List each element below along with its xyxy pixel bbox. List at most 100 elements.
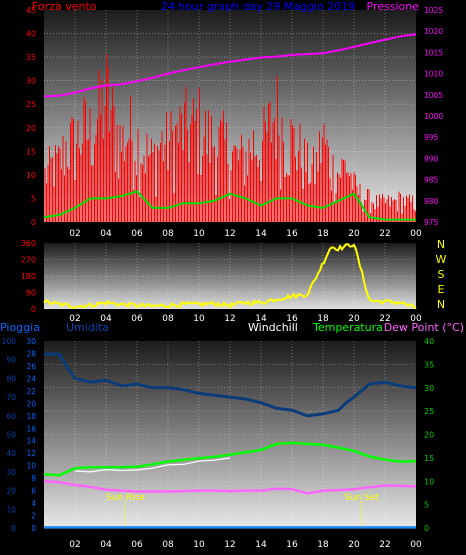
humidity-line — [44, 352, 417, 418]
temperature-y-tick: 20 — [424, 431, 434, 440]
panel-3-x-tick: 16 — [286, 540, 298, 550]
dew-point-line — [43, 480, 417, 495]
panel-2-series — [43, 243, 417, 310]
panel-3-series: Sun Rise Sun Set — [43, 352, 417, 529]
label-umidita: Umidita — [66, 321, 109, 334]
panel-1-x-tick: 18 — [317, 229, 329, 239]
panel-1-x-tick: 00 — [410, 229, 422, 239]
panel-2-y-tick: 270 — [21, 256, 36, 265]
panel-1-x-tick: 10 — [193, 229, 205, 239]
panel-3-x-tick: 02 — [69, 540, 80, 550]
panel-1-y-tick: 35 — [26, 53, 36, 62]
panel-1-x-tick: 12 — [224, 229, 235, 239]
panel-1-y2-tick: 1015 — [424, 48, 443, 57]
compass-label: N — [437, 298, 445, 311]
rain-y-tick: 14 — [26, 437, 36, 446]
panel-3-x-tick: 00 — [410, 540, 422, 550]
temperature-y-tick: 30 — [424, 384, 434, 393]
panel-2-y-tick: 90 — [26, 289, 36, 298]
panel-2-x-tick: 02 — [69, 314, 80, 324]
humidity-y-tick: 20 — [6, 487, 16, 496]
panel-1-right-label: Pressione — [367, 0, 420, 13]
panel-1-y-tick: 30 — [26, 77, 36, 86]
panel-1-y2-tick: 1020 — [424, 27, 443, 36]
compass-label: W — [436, 253, 447, 266]
panel-1-y2-tick: 1025 — [424, 6, 443, 15]
panel-3-x-tick: 22 — [379, 540, 390, 550]
panel-3-x-tick: 12 — [224, 540, 235, 550]
label-temperatura: Temperatura — [312, 321, 383, 334]
panel-1-x-tick: 08 — [162, 229, 174, 239]
panel-1-left-label: Forza vento — [32, 0, 97, 13]
panel-1-y-tick: 25 — [26, 100, 36, 109]
panel-3-x-tick: 20 — [348, 540, 360, 550]
panel-1-x-tick: 04 — [100, 229, 112, 239]
rain-y-tick: 6 — [31, 487, 36, 496]
humidity-y-tick: 10 — [6, 505, 16, 514]
panel-1-y2-tick: 975 — [424, 218, 439, 227]
panel-2-y-tick: 180 — [21, 272, 36, 281]
panel-1-y2-tick: 985 — [424, 176, 439, 185]
humidity-y-tick: 80 — [6, 374, 16, 383]
panel-1-y2-tick: 995 — [424, 133, 439, 142]
label-pioggia: Pioggia — [0, 321, 40, 334]
panel-1-x-tick: 20 — [348, 229, 360, 239]
panel-3-x-tick: 14 — [255, 540, 267, 550]
rain-y-tick: 12 — [26, 449, 36, 458]
compass-label: S — [438, 268, 445, 281]
panel-1-x-tick: 16 — [286, 229, 298, 239]
rain-y-tick: 4 — [31, 499, 36, 508]
panel-2-y-tick: 360 — [21, 239, 36, 248]
panel-1-series — [43, 33, 417, 222]
sun-marker-label: Sun Set — [344, 493, 379, 503]
panel-3-x-tick: 06 — [131, 540, 143, 550]
chart-title: 24 hour graph day 29 Maggio 2019 — [161, 0, 356, 13]
rain-y-tick: 24 — [26, 374, 36, 383]
panel-1-y2-tick: 1000 — [424, 112, 443, 121]
wind-direction-line — [43, 243, 417, 310]
rain-y-tick: 26 — [26, 362, 36, 371]
panel-2-y-tick: 0 — [31, 305, 36, 314]
temperature-y-tick: 25 — [424, 407, 434, 416]
panel-2-x-tick: 00 — [410, 314, 422, 324]
panel-1-y2-tick: 980 — [424, 197, 439, 206]
humidity-y-tick: 50 — [6, 431, 16, 440]
panel-3-x-tick: 08 — [162, 540, 174, 550]
panel-1-y-tick: 5 — [31, 194, 36, 203]
panel-1-y2-tick: 990 — [424, 154, 439, 163]
panel-1-y-tick: 40 — [26, 30, 36, 39]
panel-2-x-tick: 18 — [317, 314, 329, 324]
rain-y-tick: 10 — [26, 462, 36, 471]
panel-2-x-tick: 22 — [379, 314, 390, 324]
panel-2-ticks: 0 90 180 270 360 02 04 06 08 10 12 14 16 18 20 22 00 — [21, 239, 422, 324]
panel-1-x-tick: 02 — [69, 229, 80, 239]
temperature-y-tick: 40 — [424, 337, 434, 346]
panel-3-grid — [44, 341, 416, 528]
humidity-y-tick: 40 — [6, 449, 16, 458]
panel-3-ticks: 0102030405060708090100024681012141618202… — [2, 337, 435, 550]
compass-label: E — [438, 283, 445, 296]
sun-marker-label: Sun Rise — [106, 493, 145, 503]
temperature-y-tick: 0 — [424, 524, 429, 533]
label-dewpoint: Dew Point (°C) — [384, 321, 464, 334]
panel-2-x-tick: 16 — [286, 314, 298, 324]
rain-y-tick: 20 — [26, 399, 36, 408]
panel-2-x-tick: 04 — [100, 314, 112, 324]
panel-2-grid — [44, 243, 416, 309]
temperature-y-tick: 5 — [424, 501, 429, 510]
panel-2-x-tick: 12 — [224, 314, 235, 324]
humidity-y-tick: 60 — [6, 412, 16, 421]
humidity-y-tick: 90 — [6, 356, 16, 365]
temperature-y-tick: 35 — [424, 360, 434, 369]
temperature-y-tick: 15 — [424, 454, 434, 463]
humidity-y-tick: 30 — [6, 468, 16, 477]
compass-label: N — [437, 238, 445, 251]
temperature-line — [43, 441, 417, 477]
panel-1-ticks: 0510152025303540459759809859909951000100… — [26, 6, 444, 239]
humidity-y-tick: 0 — [11, 524, 16, 533]
windchill-line — [74, 457, 231, 473]
wind-average-line — [43, 190, 416, 221]
rain-y-tick: 22 — [26, 387, 36, 396]
